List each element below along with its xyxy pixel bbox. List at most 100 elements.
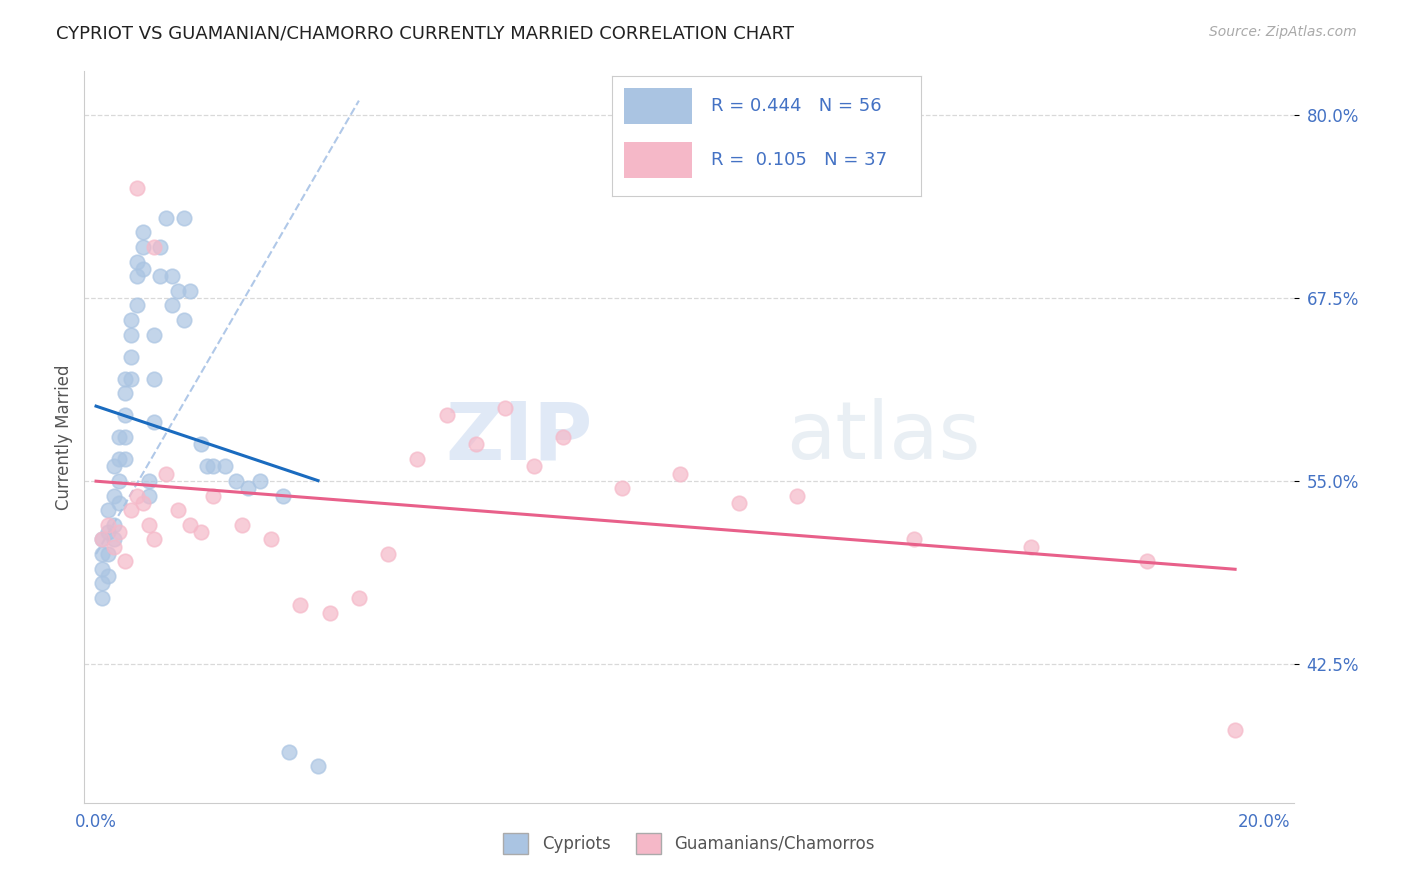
Point (277, 745, 299, 759)
Point (120, 327, 142, 342)
Point (610, 481, 633, 495)
Point (143, 416, 166, 430)
Point (143, 533, 166, 547)
Point (90, 533, 112, 547)
Point (108, 430, 131, 444)
Point (786, 489, 808, 503)
Point (125, 181, 148, 195)
Point (249, 474, 271, 488)
Point (494, 401, 516, 415)
Point (201, 489, 224, 503)
Legend: Cypriots, Guamanians/Chamorros: Cypriots, Guamanians/Chamorros (496, 827, 882, 860)
Point (132, 225, 155, 239)
Point (120, 503, 142, 517)
Point (138, 489, 160, 503)
Point (103, 459, 125, 474)
Point (214, 459, 236, 474)
Point (143, 240, 166, 254)
Point (903, 533, 925, 547)
Point (1223, 723, 1246, 737)
Point (160, 298, 183, 312)
Point (90, 576, 112, 591)
FancyBboxPatch shape (624, 87, 692, 124)
Point (669, 467, 692, 481)
Point (97, 525, 120, 540)
Point (195, 459, 218, 474)
Text: CYPRIOT VS GUAMANIAN/CHAMORRO CURRENTLY MARRIED CORRELATION CHART: CYPRIOT VS GUAMANIAN/CHAMORRO CURRENTLY … (56, 25, 794, 43)
Point (97, 503, 120, 517)
Point (143, 371, 166, 385)
Point (132, 240, 155, 254)
Point (108, 474, 131, 488)
Point (377, 547, 399, 561)
Point (553, 430, 575, 444)
Point (120, 350, 142, 364)
Point (97, 569, 120, 583)
Point (120, 313, 142, 327)
Point (132, 496, 155, 510)
Point (190, 525, 212, 540)
Point (108, 525, 131, 540)
Point (307, 759, 329, 773)
Point (103, 489, 125, 503)
Point (290, 599, 312, 613)
Point (114, 371, 136, 385)
Point (436, 408, 458, 422)
Point (727, 496, 749, 510)
Point (190, 437, 212, 451)
Point (155, 467, 177, 481)
Point (201, 459, 224, 474)
Point (114, 386, 136, 401)
Point (271, 489, 294, 503)
Text: Source: ZipAtlas.com: Source: ZipAtlas.com (1209, 25, 1357, 39)
Point (90, 533, 112, 547)
Point (132, 261, 155, 276)
Point (260, 533, 283, 547)
Point (1019, 540, 1042, 554)
Point (179, 517, 201, 532)
Point (155, 211, 177, 225)
Text: ZIP: ZIP (444, 398, 592, 476)
Y-axis label: Currently Married: Currently Married (55, 364, 73, 510)
Point (160, 269, 183, 284)
Point (179, 284, 201, 298)
Point (108, 496, 131, 510)
Point (166, 284, 188, 298)
Point (125, 254, 148, 268)
Point (125, 489, 148, 503)
Point (114, 452, 136, 467)
Point (1136, 554, 1159, 568)
Point (103, 517, 125, 532)
Point (90, 547, 112, 561)
Point (149, 240, 172, 254)
Point (114, 408, 136, 422)
Point (108, 452, 131, 467)
Point (523, 459, 546, 474)
Point (114, 430, 136, 444)
Point (173, 313, 195, 327)
Point (173, 211, 195, 225)
Point (120, 371, 142, 385)
Point (464, 437, 486, 451)
Point (149, 269, 172, 284)
Point (225, 474, 247, 488)
Point (166, 503, 188, 517)
Point (90, 562, 112, 576)
Point (143, 327, 166, 342)
FancyBboxPatch shape (624, 142, 692, 178)
Text: atlas: atlas (786, 398, 980, 476)
Point (347, 591, 370, 605)
Point (125, 269, 148, 284)
Point (406, 452, 429, 467)
Point (236, 481, 259, 495)
Point (97, 547, 120, 561)
Point (103, 533, 125, 547)
Point (138, 517, 160, 532)
Point (97, 517, 120, 532)
Text: R =  0.105   N = 37: R = 0.105 N = 37 (710, 151, 887, 169)
Point (114, 554, 136, 568)
Point (90, 591, 112, 605)
Point (138, 474, 160, 488)
Point (231, 517, 253, 532)
Point (125, 298, 148, 312)
